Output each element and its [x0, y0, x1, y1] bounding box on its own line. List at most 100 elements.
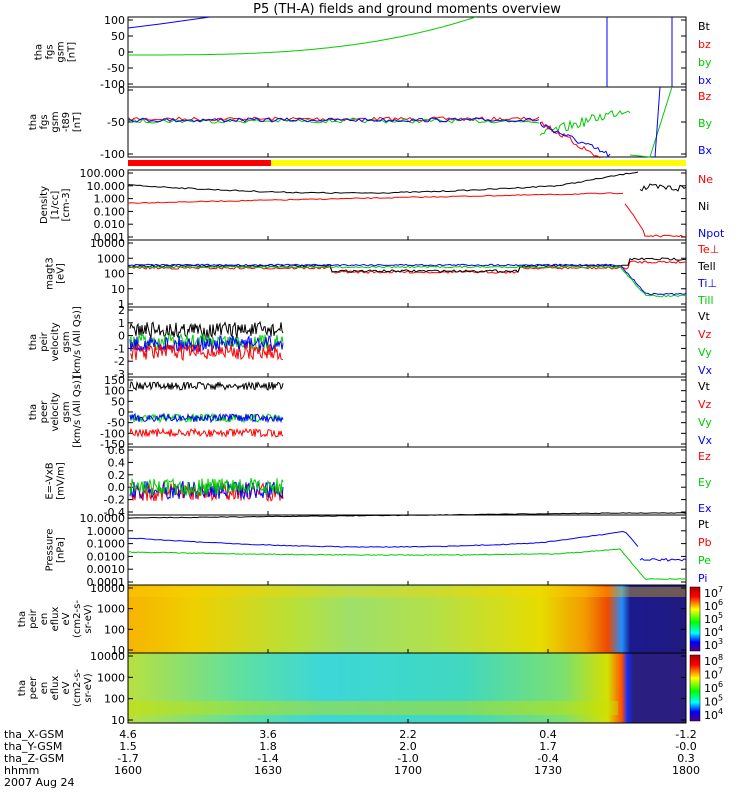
bx-trace-late [539, 122, 611, 158]
te-par-trace [128, 257, 686, 273]
y-tick-label: 0.0001 [87, 576, 126, 589]
y-tick-label: 10 [111, 283, 125, 296]
x-row-label-tha_x-gsm: tha_X-GSM [4, 728, 64, 741]
y-tick-label: -50 [107, 417, 125, 430]
legend: Vt Vz Vy Vx [698, 380, 713, 447]
y-tick-label: 0.001 [94, 231, 126, 244]
legend-label-by: by [698, 56, 712, 69]
y-tick-label: 10000 [90, 582, 125, 595]
legend-label-bz: bz [698, 38, 711, 51]
y-tick-label: 10.0000 [80, 512, 126, 525]
y-tick-label: -100 [100, 427, 125, 440]
y-axis-label-line: tha [17, 680, 28, 696]
y-axis-label: magt3 [eV] [45, 257, 67, 290]
ni-trace-end [639, 183, 686, 192]
panel-frame [127, 239, 687, 308]
y-tick-label: 50 [111, 30, 125, 43]
panel-frame [127, 652, 687, 724]
vx-trace [129, 335, 284, 353]
y-axis-label-line: velocity [50, 322, 61, 361]
y-tick-label: 100 [104, 14, 125, 27]
y-axis-label-line: (cm2-s- [72, 600, 83, 638]
y-axis-label-line: magt3 [45, 257, 56, 290]
y-tick-label: -100 [100, 78, 125, 91]
y-axis-label-line: E=-VxB [45, 462, 56, 499]
legend: Bz By Bx [698, 90, 713, 157]
y-tick-label: -50 [107, 116, 125, 129]
vt-trace [129, 380, 284, 392]
bz-trace-late [539, 121, 601, 159]
y-axis-label: tha peir en eflux eV (cm2-s-sr-eV) [17, 600, 94, 638]
y-axis-label-line: tha [28, 334, 39, 350]
x-row-label-hhmm: hhmm [4, 764, 39, 777]
vy-trace [129, 412, 284, 424]
y-axis-label-line: tha [28, 404, 39, 420]
spectrogram-image [128, 585, 686, 653]
panel-frame [127, 169, 687, 241]
y-axis-label: Pressure [nPa] [45, 529, 67, 572]
legend-label-vx: Vx [698, 434, 713, 447]
y-tick-label: 100 [104, 385, 125, 398]
vt-trace [129, 320, 284, 340]
y-axis-label: tha peer velocity gsm [km/s (All Qs)] [28, 376, 83, 448]
legend-label-ne: Ne [698, 173, 713, 186]
y-tick-label: 100 [104, 623, 125, 636]
y-axis-label: tha fgs gsm -t89 [nT] [28, 111, 83, 132]
y-tick-label: 1.000 [94, 193, 126, 206]
colorbar-tick-label: 103 [704, 637, 723, 652]
legend-label-bx: Bx [698, 144, 713, 157]
panel-7-traces [129, 477, 284, 502]
vx-trace [129, 412, 284, 424]
y-axis-label-line: peir [28, 608, 39, 628]
y-axis-label-line: en [39, 682, 50, 695]
y-tick-label: 1000 [97, 252, 125, 265]
y-tick-label: 0 [118, 84, 125, 97]
legend-label-vt: Vt [698, 310, 711, 323]
data-traces [128, 17, 686, 580]
x-row-value: -1.4 [257, 752, 278, 765]
y-axis-label: tha fgs gsm [nT] [34, 41, 78, 62]
y-axis-label-line: fgs [45, 44, 56, 59]
y-axis-label-line: Density [39, 186, 50, 224]
legend: Pt Pb Pe Pi [698, 518, 712, 585]
y-tick-label: -50 [107, 62, 125, 75]
legend: Bt bz by bx [698, 20, 712, 87]
panel-frame [127, 16, 687, 88]
legend-label-vt: Vt [698, 380, 711, 393]
vz-trace [129, 343, 284, 362]
x-row-value: 4.6 [119, 728, 137, 741]
y-tick-label: 1000 [97, 603, 125, 616]
y-tick-label: 0.0100 [87, 550, 126, 563]
x-row-value: 1630 [254, 764, 282, 777]
panel-4-traces [128, 257, 686, 298]
y-tick-label: 0.100 [94, 205, 126, 218]
y-tick-label: 0.1000 [87, 538, 126, 551]
y-tick-label: 0.2 [108, 469, 126, 482]
panel-4: 10000 1000 100 10 1 magt3 [eV] Te⊥ Tell Ti⊥ Till [45, 237, 720, 311]
y-tick-label: 10000 [90, 237, 125, 250]
y-axis-label-line: tha [34, 44, 45, 60]
y-tick-label: -0.4 [104, 506, 125, 519]
y-axis-label: tha peer en eflux eV (cm2-s-sr-eV) [17, 669, 94, 707]
y-axis-label-line: [eV] [56, 263, 67, 284]
y-tick-label: 0 [118, 330, 125, 343]
spectrogram-image [128, 653, 686, 723]
panel-1-traces [128, 17, 673, 87]
x-row-value: 2.0 [399, 740, 417, 753]
y-axis-label-line: -t89 [61, 112, 72, 132]
y-tick-label: 1.0000 [87, 525, 126, 538]
panel-8-traces [128, 512, 686, 580]
legend-label-ex: Ex [698, 502, 712, 515]
vz-trace [129, 427, 284, 438]
legend: Te⊥ Tell Ti⊥ Till [697, 243, 719, 307]
y-axis-label-line: gsm [61, 401, 72, 422]
x-row-value: -1.0 [397, 752, 418, 765]
spectrogram-band [128, 701, 618, 715]
y-axis-label-line: gsm [50, 111, 61, 132]
by-trace [128, 17, 478, 56]
panel-frame [127, 446, 687, 516]
